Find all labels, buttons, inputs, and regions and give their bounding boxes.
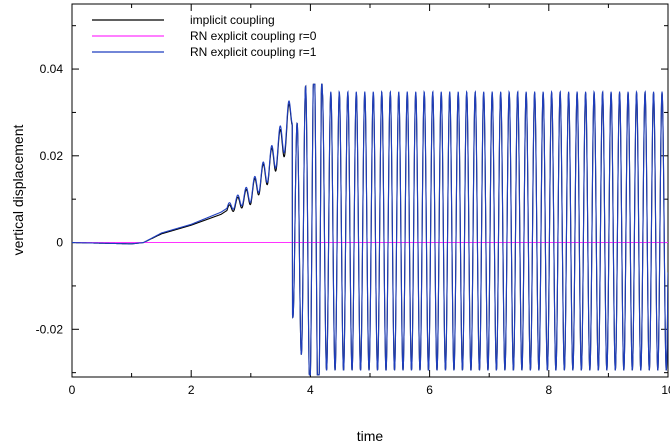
x-tick-label: 2 xyxy=(188,383,195,397)
x-tick-label: 6 xyxy=(426,383,433,397)
legend-label: RN explicit coupling r=1 xyxy=(190,45,317,59)
series-line-3 xyxy=(72,83,668,376)
x-tick-label: 8 xyxy=(545,383,552,397)
y-tick-label: -0.02 xyxy=(36,322,64,336)
x-axis-title: time xyxy=(357,428,384,444)
y-tick-label: 0.04 xyxy=(40,62,64,76)
legend-label: implicit coupling xyxy=(190,13,275,27)
x-tick-label: 10 xyxy=(661,383,670,397)
y-tick-label: 0 xyxy=(56,236,63,250)
legend: implicit coupling RN explicit coupling r=… xyxy=(92,13,317,59)
y-tick-label: 0.02 xyxy=(40,149,64,163)
axis-ticks: 0 2 4 6 8 10 -0.02 0 0.02 0.04 xyxy=(36,4,670,397)
x-tick-label: 4 xyxy=(307,383,314,397)
x-tick-label: 0 xyxy=(69,383,76,397)
series-layer xyxy=(72,83,668,376)
y-axis-title: vertical displacement xyxy=(10,125,26,256)
legend-label: RN explicit coupling r=0 xyxy=(190,29,317,43)
